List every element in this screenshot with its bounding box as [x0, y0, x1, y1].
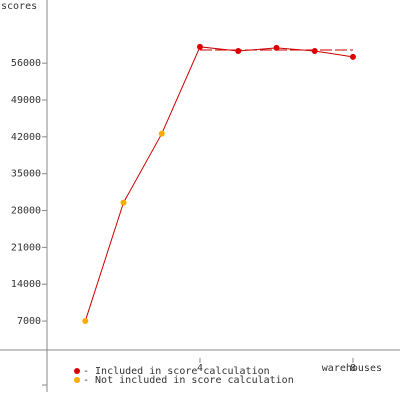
data-point: [82, 318, 89, 325]
legend-marker: [74, 377, 80, 383]
legend-label: - Included in score calculation: [83, 366, 270, 377]
score-line: [84, 46, 354, 322]
y-tick-label: 21000: [11, 242, 41, 253]
y-axis-label: scores: [1, 1, 37, 12]
x-tick-label: 4: [197, 363, 203, 374]
data-point: [311, 48, 318, 55]
y-tick-label: 28000: [11, 206, 41, 217]
y-tick-label: 56000: [11, 58, 41, 69]
legend-marker: [74, 368, 80, 374]
data-point: [235, 48, 242, 55]
y-tick-label: 49000: [11, 95, 41, 106]
data-point: [273, 44, 280, 51]
legend-label: - Not included in score calculation: [83, 375, 294, 386]
x-tick-label: 8: [350, 363, 356, 374]
data-point: [120, 199, 127, 206]
y-tick-label: 42000: [11, 132, 41, 143]
y-tick-label: 7000: [17, 316, 41, 327]
y-tick-label: 35000: [11, 169, 41, 180]
y-tick-label: 14000: [11, 279, 41, 290]
data-point: [197, 43, 203, 50]
data-point: [349, 53, 356, 60]
x-axis-label: warehouses: [322, 363, 382, 374]
data-point: [158, 130, 165, 137]
